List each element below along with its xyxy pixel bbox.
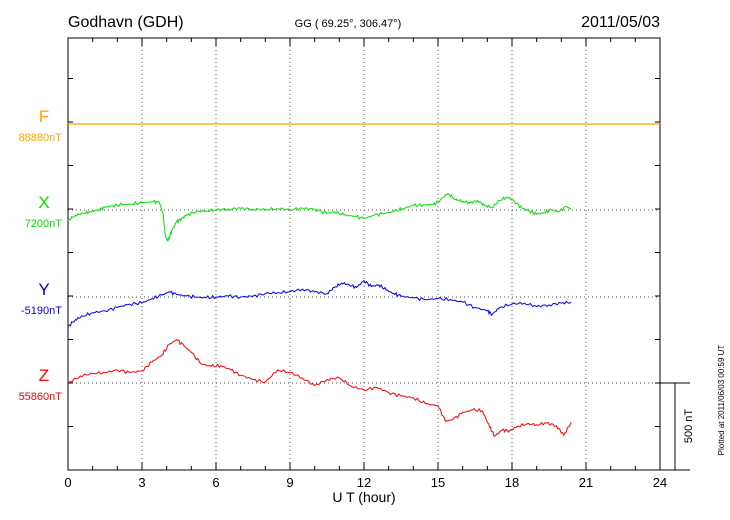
series-name-X: X (38, 193, 49, 212)
x-tick-labels: 0 3 6 9 12 15 18 21 24 (64, 475, 667, 490)
x-tick-label: 9 (286, 475, 293, 490)
x-tick-label: 18 (505, 475, 519, 490)
series-name-Z: Z (39, 366, 49, 385)
x-tick-label: 0 (64, 475, 71, 490)
x-axis-label: U T (hour) (332, 489, 395, 505)
series-baseline-Y: -5190nT (21, 305, 62, 317)
scale-bar: 500 nT (660, 382, 695, 471)
x-tick-label: 3 (138, 475, 145, 490)
chart-date: 2011/05/03 (581, 14, 660, 31)
series-line-Y (67, 279, 572, 327)
series-baseline-F: 88880nT (19, 132, 63, 144)
scale-bar-label: 500 nT (683, 409, 695, 444)
series-name-Y: Y (38, 280, 49, 299)
x-tick-label: 24 (653, 475, 667, 490)
axis-ticks (67, 38, 661, 470)
chart-title: Godhavn (GDH) (68, 14, 184, 31)
series-name-F: F (39, 107, 49, 126)
x-tick-label: 6 (212, 475, 219, 490)
series-labels: F 88880nT X 7200nT Y -5190nT Z 55860nT (19, 107, 63, 403)
x-tick-label: 21 (579, 475, 593, 490)
x-tick-label: 12 (357, 475, 371, 490)
grid-lines (68, 38, 660, 470)
x-tick-label: 15 (431, 475, 445, 490)
chart-subtitle: GG ( 69.25°, 306.47°) (295, 18, 402, 30)
series-line-X (67, 192, 572, 242)
series-baseline-X: 7200nT (25, 218, 63, 230)
series-lines (67, 123, 660, 437)
series-line-Z (67, 338, 572, 437)
plotted-at-footer: Plotted at 2011/06/03 00:59 UT (717, 345, 726, 456)
series-baseline-Z: 55860nT (19, 391, 63, 403)
